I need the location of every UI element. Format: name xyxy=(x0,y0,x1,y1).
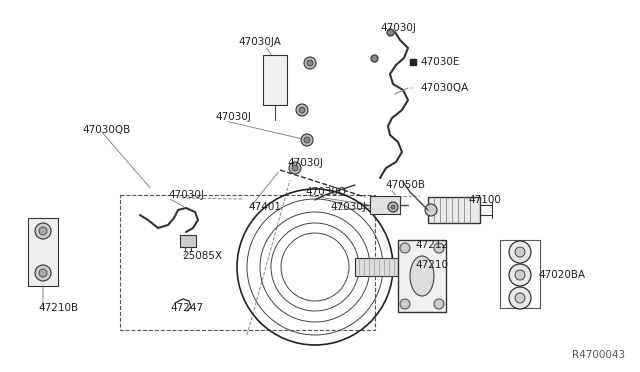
Text: 47247: 47247 xyxy=(170,303,203,313)
Circle shape xyxy=(299,107,305,113)
Text: 47030J: 47030J xyxy=(330,202,366,212)
Circle shape xyxy=(39,269,47,277)
Circle shape xyxy=(289,162,301,174)
Circle shape xyxy=(509,287,531,309)
Bar xyxy=(263,55,287,105)
Circle shape xyxy=(515,270,525,280)
Text: 47030Q: 47030Q xyxy=(305,187,346,197)
Text: 47030J: 47030J xyxy=(287,158,323,168)
Text: 47030QB: 47030QB xyxy=(82,125,131,135)
Circle shape xyxy=(388,202,398,212)
Circle shape xyxy=(434,243,444,253)
Circle shape xyxy=(434,299,444,309)
Circle shape xyxy=(35,265,51,281)
Text: 47030J: 47030J xyxy=(380,23,416,33)
Bar xyxy=(500,240,540,308)
Text: 25085X: 25085X xyxy=(182,251,222,261)
Circle shape xyxy=(39,227,47,235)
Circle shape xyxy=(509,264,531,286)
Bar xyxy=(370,196,400,214)
Text: 47030QA: 47030QA xyxy=(420,83,468,93)
Bar xyxy=(355,258,405,276)
Circle shape xyxy=(301,134,313,146)
Circle shape xyxy=(515,293,525,303)
Text: 47210B: 47210B xyxy=(38,303,78,313)
Circle shape xyxy=(307,60,313,66)
Bar xyxy=(120,195,375,330)
Text: 47100: 47100 xyxy=(468,195,501,205)
Bar xyxy=(28,218,58,286)
Text: 47020BA: 47020BA xyxy=(538,270,585,280)
Circle shape xyxy=(400,299,410,309)
Text: 47050B: 47050B xyxy=(385,180,425,190)
Bar xyxy=(180,235,196,247)
Bar xyxy=(428,197,480,223)
Circle shape xyxy=(515,247,525,257)
Circle shape xyxy=(400,243,410,253)
Circle shape xyxy=(292,165,298,171)
Circle shape xyxy=(304,57,316,69)
Circle shape xyxy=(391,205,395,209)
Text: 47030E: 47030E xyxy=(420,57,460,67)
Text: 47401: 47401 xyxy=(248,202,281,212)
Bar xyxy=(398,240,446,312)
Circle shape xyxy=(509,241,531,263)
Text: R4700043: R4700043 xyxy=(572,350,625,360)
Text: 47030J: 47030J xyxy=(215,112,251,122)
Text: 47212: 47212 xyxy=(415,240,448,250)
Circle shape xyxy=(425,204,437,216)
Text: 47030J: 47030J xyxy=(168,190,204,200)
Ellipse shape xyxy=(410,256,434,296)
Text: 47210: 47210 xyxy=(415,260,448,270)
Circle shape xyxy=(35,223,51,239)
Circle shape xyxy=(304,137,310,143)
Circle shape xyxy=(296,104,308,116)
Text: 47030JA: 47030JA xyxy=(238,37,281,47)
